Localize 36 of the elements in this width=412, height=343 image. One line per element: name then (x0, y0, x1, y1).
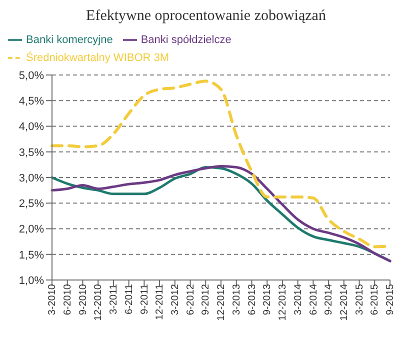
x-tick-label: 12-2014 (339, 284, 350, 321)
x-tick-label: 12-2010 (93, 284, 104, 321)
x-tick-label: 3-2012 (170, 284, 182, 316)
x-tick-label: 6-2015 (370, 284, 381, 316)
x-tick-label: 9-2011 (139, 284, 150, 314)
y-tick-label: 1,0% (18, 274, 44, 287)
x-tick-label: 3-2011 (108, 284, 120, 314)
y-tick-label: 1,5% (18, 249, 44, 262)
legend-label: Banki spółdzielcze (140, 34, 232, 46)
x-tick-label: 9-2013 (262, 284, 274, 316)
x-tick-label: 6-2011 (124, 284, 135, 314)
y-tick-label: 2,0% (18, 224, 44, 236)
x-tick-label: 12-2013 (278, 284, 289, 321)
x-tick-label: 9-2014 (324, 284, 335, 316)
legend-label: Średniokwartalny WIBOR 3M (26, 52, 170, 64)
x-tick-label: 6-2010 (62, 284, 74, 316)
y-tick-label: 5,0% (18, 70, 44, 82)
y-tick-label: 4,0% (18, 121, 44, 134)
x-tick-label: 9-2010 (78, 284, 89, 316)
x-tick-label: 9-2015 (385, 284, 396, 316)
chart-title: Efektywne oprocentowanie zobowiązań (85, 8, 327, 25)
x-tick-label: 9-2012 (200, 284, 212, 316)
y-tick-label: 3,0% (18, 172, 44, 184)
x-tick-label: 6-2012 (185, 284, 196, 316)
y-tick-label: 3,5% (18, 146, 44, 159)
x-tick-label: 12-2012 (216, 284, 228, 321)
x-tick-label: 3-2010 (47, 284, 58, 316)
legend-label: Banki komercyjne (26, 34, 113, 46)
y-tick-label: 2,5% (18, 198, 44, 210)
x-tick-label: 6-2014 (308, 284, 320, 316)
x-tick-label: 3-2014 (292, 284, 304, 316)
x-tick-label: 3-2015 (354, 284, 366, 316)
x-tick-label: 12-2011 (154, 284, 166, 320)
y-tick-label: 4,5% (18, 96, 44, 108)
x-tick-label: 3-2013 (231, 284, 242, 316)
x-tick-label: 6-2013 (246, 284, 258, 316)
